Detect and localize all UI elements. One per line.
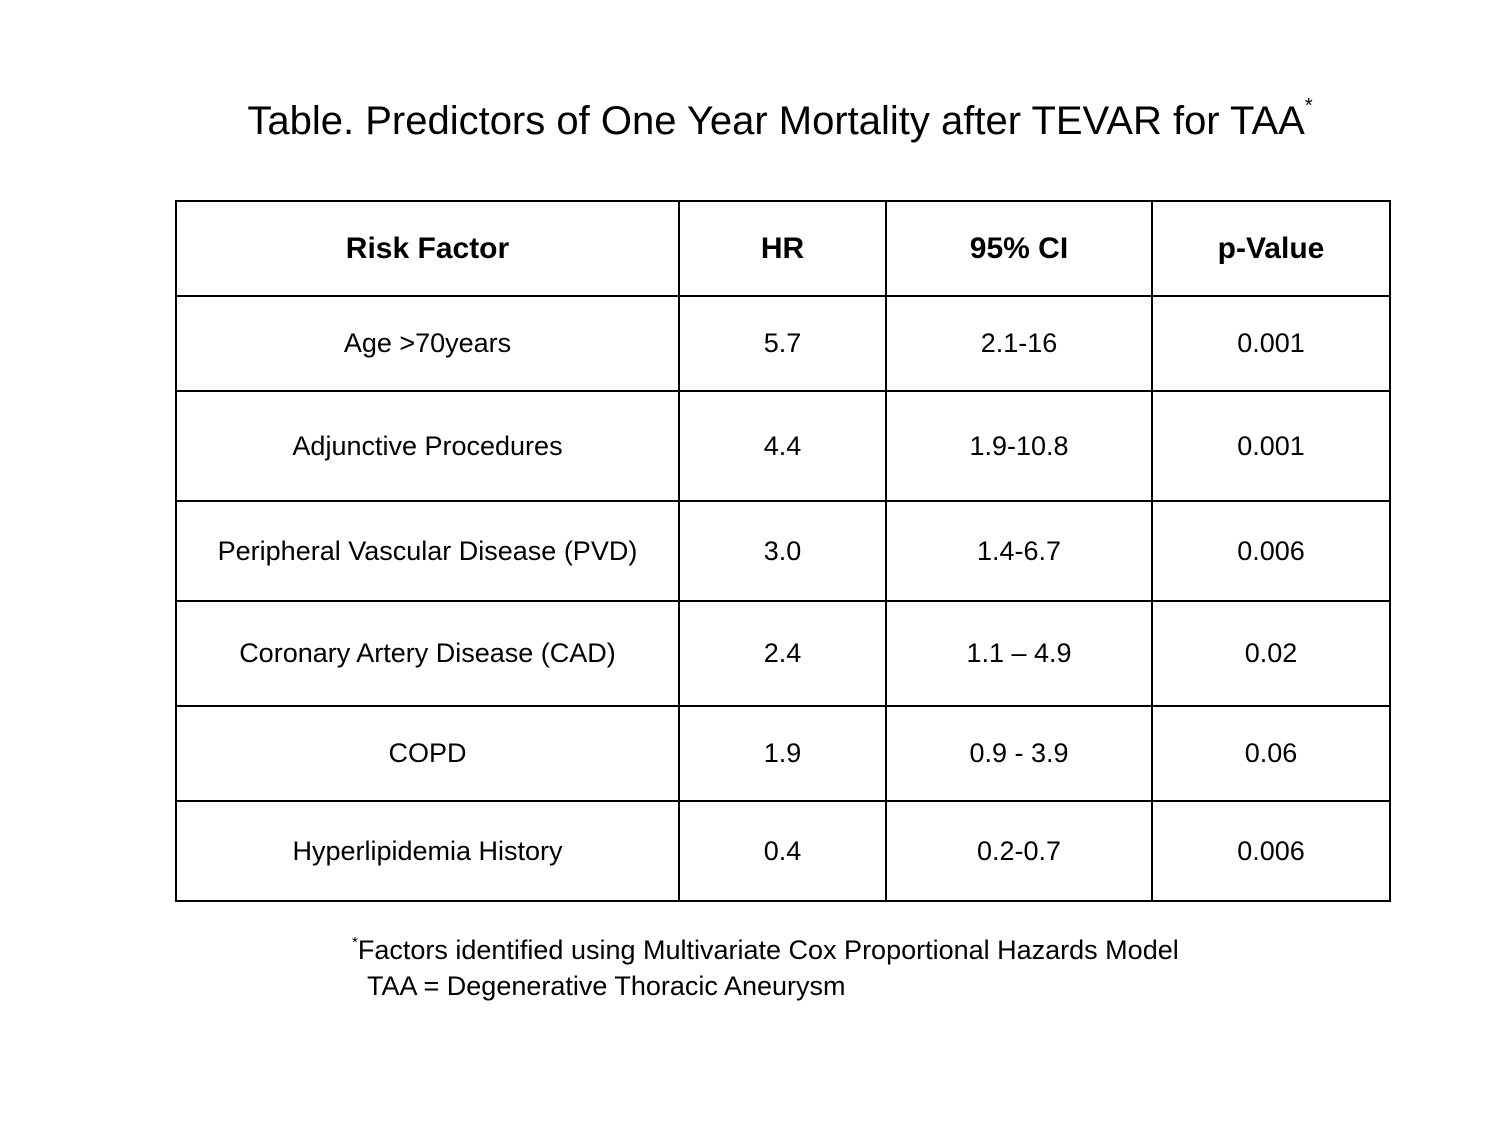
footnote-marker: * [352, 934, 358, 951]
cell-hr: 3.0 [678, 500, 887, 602]
cell-hr: 2.4 [678, 600, 887, 707]
cell-risk-factor: Age >70years [175, 295, 680, 392]
cell-ci: 0.9 - 3.9 [885, 705, 1153, 802]
cell-risk-factor: Coronary Artery Disease (CAD) [175, 600, 680, 707]
header-risk-factor: Risk Factor [175, 200, 680, 297]
cell-p-value: 0.02 [1151, 600, 1391, 707]
cell-hr: 4.4 [678, 390, 887, 502]
table-row: COPD 1.9 0.9 - 3.9 0.06 [175, 705, 1391, 802]
table-title-text: Table. Predictors of One Year Mortality … [247, 99, 1305, 143]
cell-risk-factor: Peripheral Vascular Disease (PVD) [175, 500, 680, 602]
cell-ci: 1.1 – 4.9 [885, 600, 1153, 707]
table-row: Age >70years 5.7 2.1-16 0.001 [175, 295, 1391, 392]
table-header-row: Risk Factor HR 95% CI p-Value [175, 200, 1391, 297]
table-row: Coronary Artery Disease (CAD) 2.4 1.1 – … [175, 600, 1391, 707]
predictors-table: Risk Factor HR 95% CI p-Value Age >70yea… [175, 200, 1391, 902]
cell-hr: 0.4 [678, 800, 887, 902]
title-footnote-marker: * [1304, 95, 1313, 117]
cell-ci: 1.9-10.8 [885, 390, 1153, 502]
cell-p-value: 0.006 [1151, 500, 1391, 602]
table-row: Adjunctive Procedures 4.4 1.9-10.8 0.001 [175, 390, 1391, 502]
cell-p-value: 0.006 [1151, 800, 1391, 902]
table-title: Table. Predictors of One Year Mortality … [0, 96, 1500, 146]
footnote-line-1: *Factors identified using Multivariate C… [352, 932, 1179, 968]
footnotes: *Factors identified using Multivariate C… [352, 932, 1179, 1004]
cell-ci: 0.2-0.7 [885, 800, 1153, 902]
cell-risk-factor: Hyperlipidemia History [175, 800, 680, 902]
table-row: Peripheral Vascular Disease (PVD) 3.0 1.… [175, 500, 1391, 602]
header-p-value: p-Value [1151, 200, 1391, 297]
cell-p-value: 0.001 [1151, 295, 1391, 392]
header-ci: 95% CI [885, 200, 1153, 297]
cell-risk-factor: Adjunctive Procedures [175, 390, 680, 502]
cell-hr: 1.9 [678, 705, 887, 802]
cell-p-value: 0.001 [1151, 390, 1391, 502]
cell-ci: 1.4-6.7 [885, 500, 1153, 602]
cell-ci: 2.1-16 [885, 295, 1153, 392]
cell-risk-factor: COPD [175, 705, 680, 802]
table-row: Hyperlipidemia History 0.4 0.2-0.7 0.006 [175, 800, 1391, 902]
cell-hr: 5.7 [678, 295, 887, 392]
footnote-text-2: TAA = Degenerative Thoracic Aneurysm [367, 971, 846, 1001]
footnote-line-2: TAA = Degenerative Thoracic Aneurysm [352, 968, 1179, 1004]
cell-p-value: 0.06 [1151, 705, 1391, 802]
header-hr: HR [678, 200, 887, 297]
footnote-text-1: Factors identified using Multivariate Co… [357, 935, 1179, 965]
